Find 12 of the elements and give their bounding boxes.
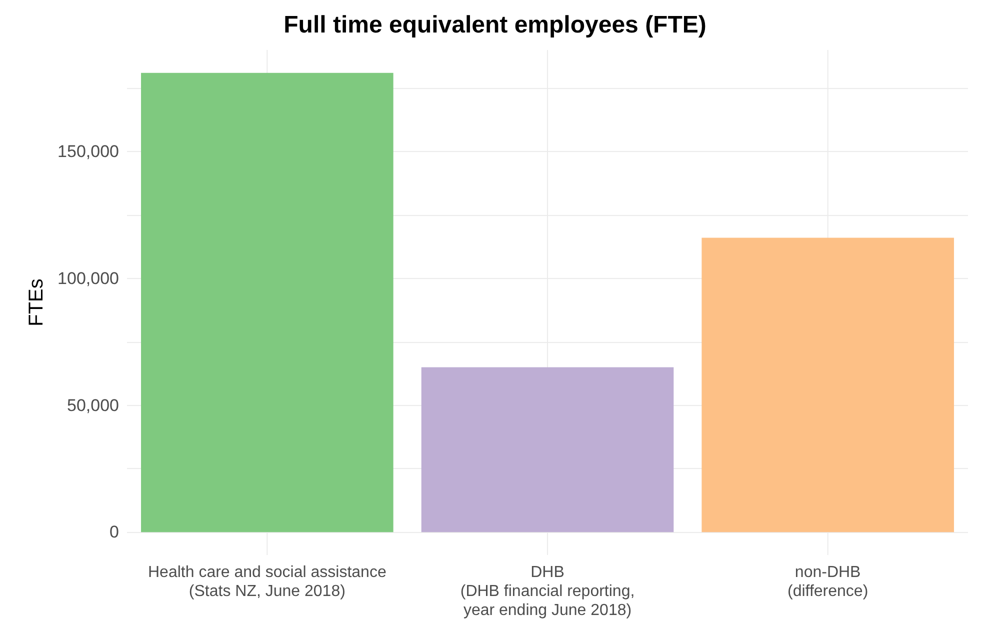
y-tick-label: 50,000 <box>67 396 119 415</box>
y-axis-title: FTEs <box>26 278 48 326</box>
x-tick-label: DHB (DHB financial reporting, year ending June 2018) <box>460 564 635 619</box>
bar <box>702 238 954 532</box>
y-tick-label: 100,000 <box>58 268 119 288</box>
x-tick-label: Health care and social assistance (Stats NZ, June 2018) <box>148 564 386 600</box>
chart-title: Full time equivalent employees (FTE) <box>284 12 706 38</box>
y-tick-label: 0 <box>110 522 119 542</box>
bar <box>421 367 674 532</box>
x-tick-label: non-DHB (difference) <box>788 564 868 600</box>
bar <box>141 72 394 532</box>
y-tick-label: 150,000 <box>58 142 119 162</box>
